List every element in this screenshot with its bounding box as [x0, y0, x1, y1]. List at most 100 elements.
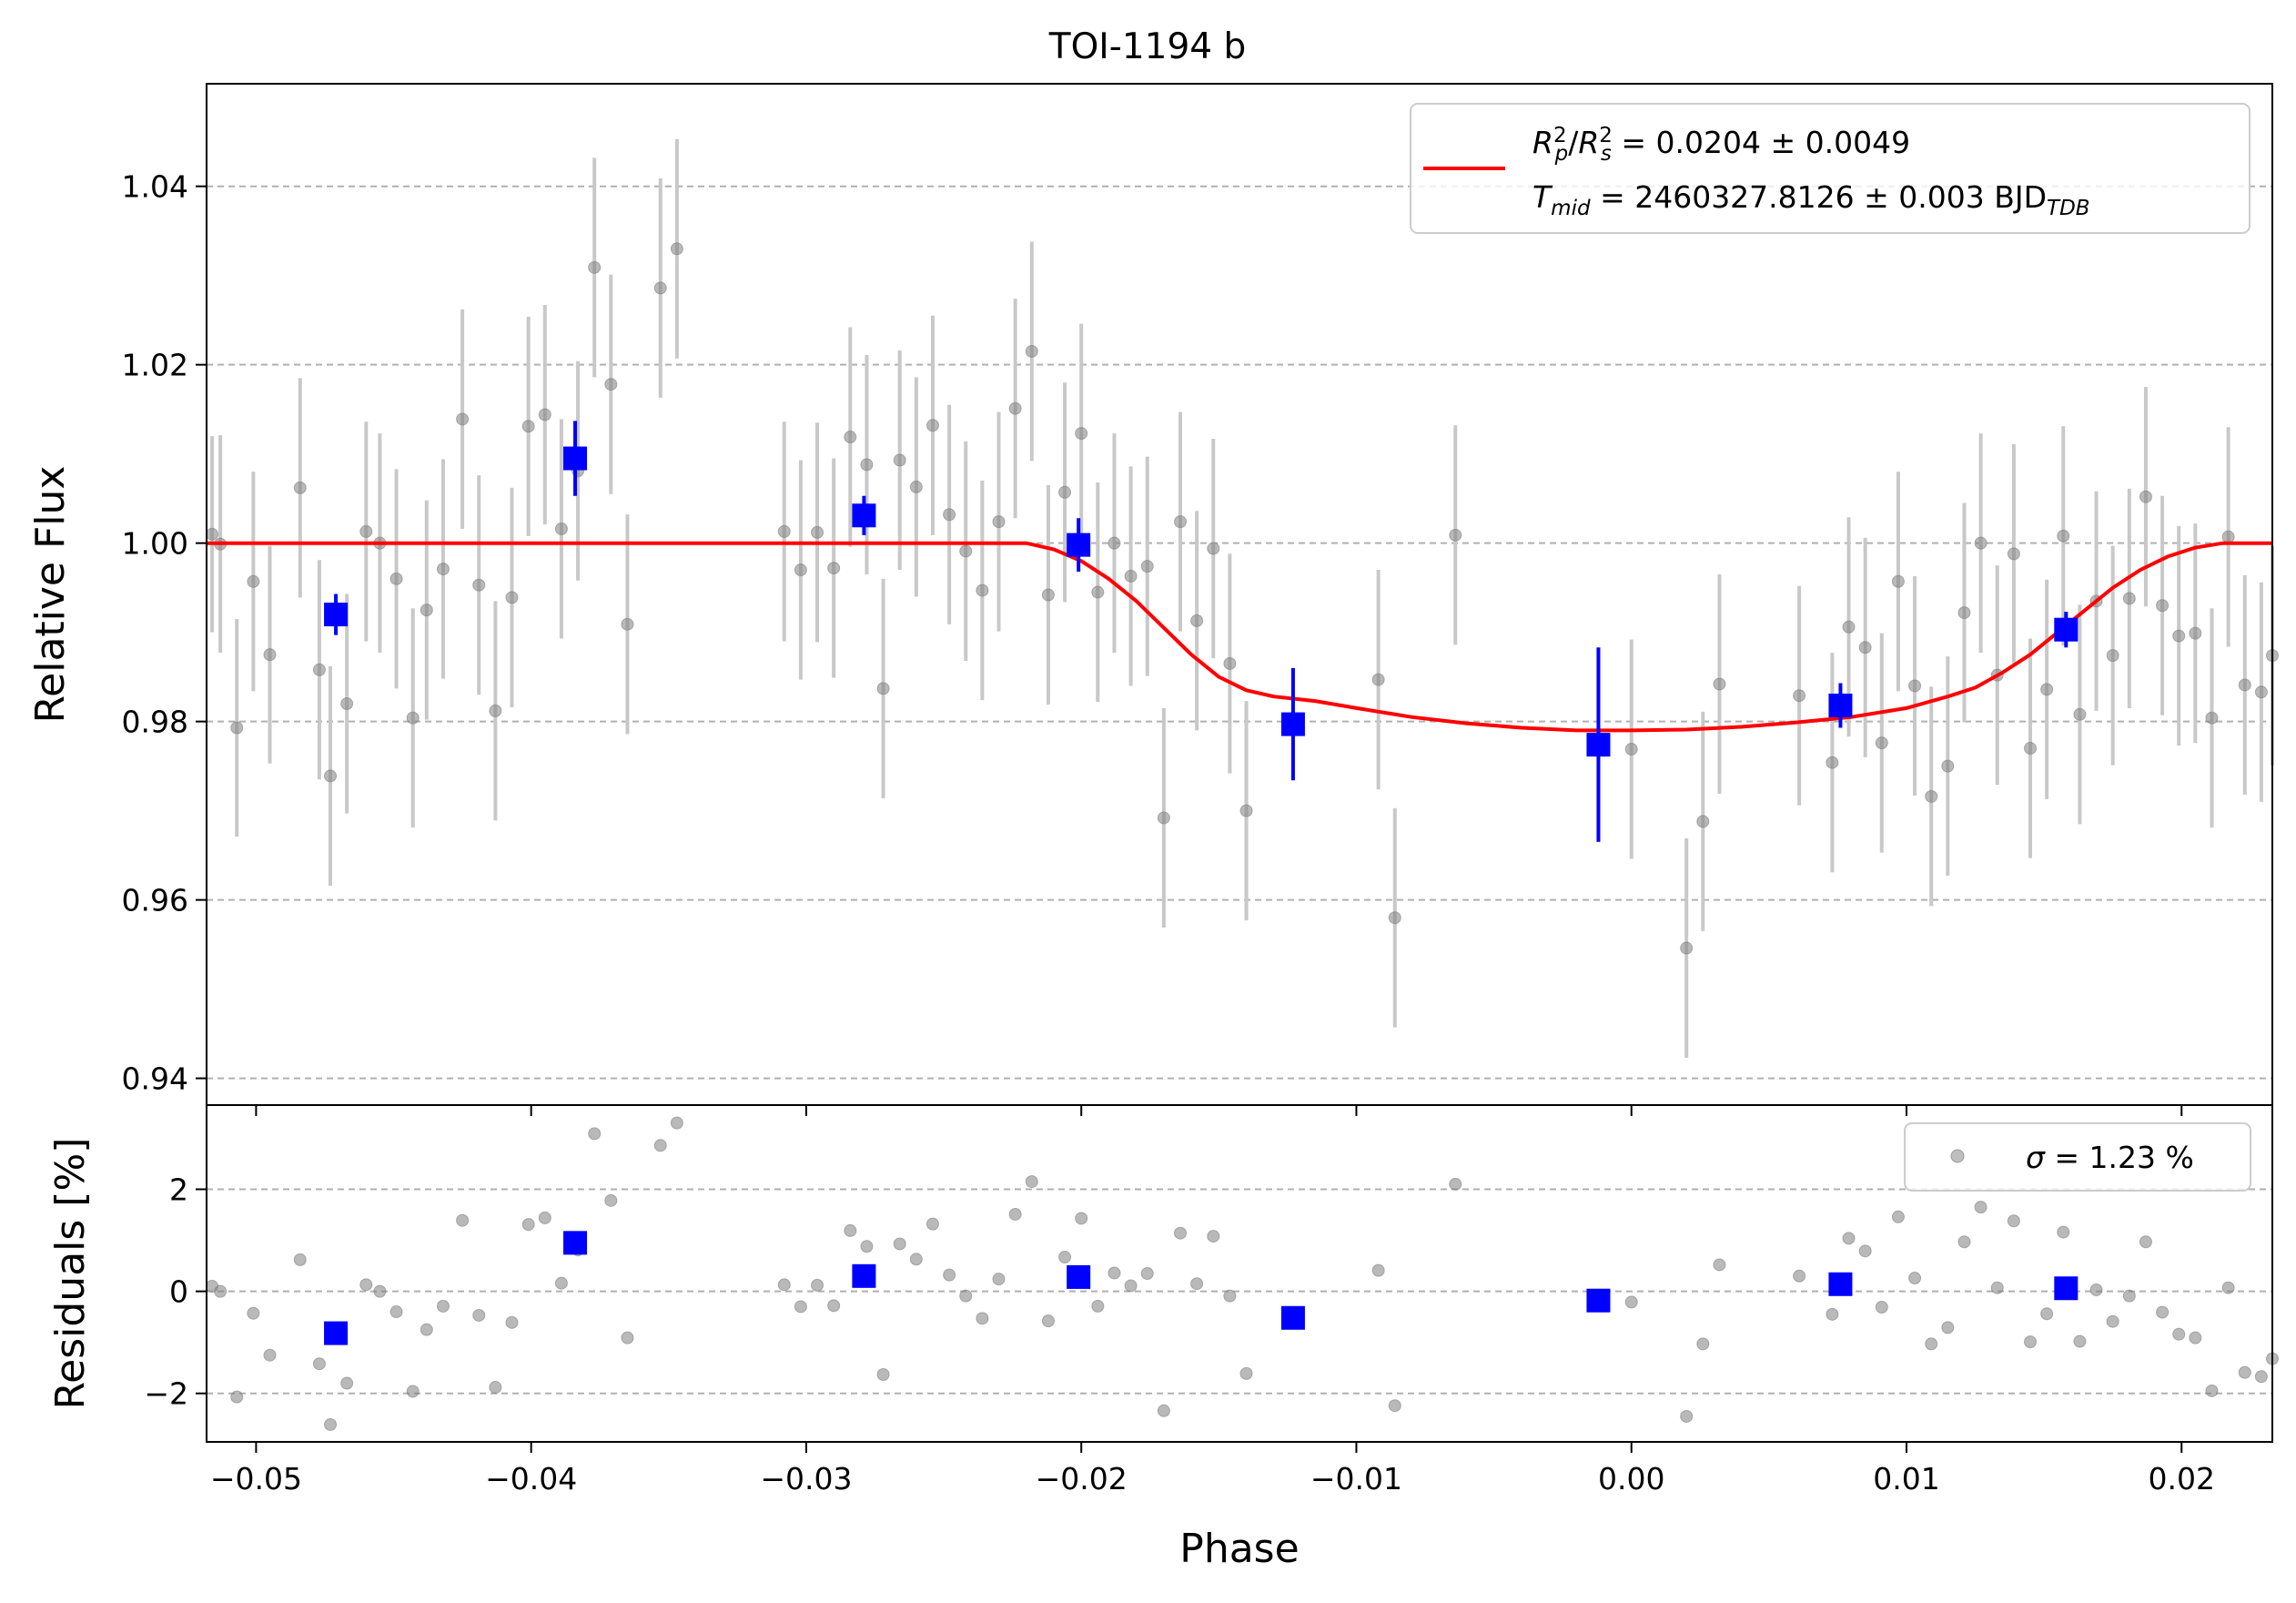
residual-ticks: −2 0 2 −0.05 −0.04 −0.03 −0.02 −0.01 0.00 0.01 0.0…: [144, 1172, 2215, 1497]
main-data-point: [206, 527, 219, 541]
residual-data-point: [1025, 1175, 1038, 1189]
residual-data-point: [2073, 1334, 2087, 1348]
main-data-point: [1908, 679, 1922, 693]
main-binned-point: [1586, 733, 1611, 757]
residual-binned-point: [324, 1321, 349, 1345]
main-y-tick-label: 1.04: [122, 169, 188, 205]
residual-data-point: [1008, 1207, 1022, 1221]
residual-data-point: [263, 1348, 277, 1362]
residual-data-point: [1091, 1299, 1105, 1313]
main-data-point: [456, 412, 470, 426]
residual-data-point: [2172, 1327, 2186, 1341]
residual-data-point: [324, 1417, 338, 1431]
residual-data-point: [1793, 1269, 1806, 1283]
main-data-point: [670, 242, 683, 256]
main-binned-point: [1067, 533, 1091, 557]
residual-data-point: [794, 1300, 807, 1314]
main-data-point: [2221, 530, 2235, 543]
main-data-point: [893, 453, 906, 467]
main-data-point: [406, 711, 420, 725]
main-data-point: [925, 419, 939, 432]
residual-data-point: [959, 1289, 973, 1303]
main-data-point: [1091, 585, 1105, 599]
main-data-point: [489, 704, 502, 717]
residual-y-tick-label: −2: [144, 1376, 188, 1412]
residual-data-point: [827, 1299, 841, 1313]
main-data-point: [2156, 599, 2170, 613]
x-tick-label: −0.04: [485, 1461, 577, 1496]
main-data-point: [521, 420, 535, 433]
main-data-point: [389, 572, 403, 585]
main-data-point: [777, 524, 791, 538]
residual-data-point: [992, 1273, 1006, 1286]
main-data-point: [1075, 427, 1088, 441]
residual-y-tick-label: 2: [169, 1172, 188, 1208]
residual-binned-point: [1067, 1264, 1091, 1289]
main-data-point: [860, 458, 874, 472]
main-data-point: [420, 604, 433, 617]
residual-data-point: [373, 1284, 387, 1298]
residual-data-point: [621, 1331, 634, 1344]
residual-data-point: [1826, 1307, 1839, 1321]
main-data-point: [909, 480, 923, 493]
main-data-point: [588, 260, 602, 274]
x-axis-label: Phase: [1179, 1526, 1299, 1572]
main-data-point: [293, 481, 307, 494]
residual-data-point: [604, 1193, 618, 1207]
main-data-point: [794, 563, 807, 577]
main-data-point: [1124, 569, 1138, 583]
main-data-point: [1957, 606, 1971, 620]
main-panel: 0.94 0.96 0.98 1.00 1.02 1.04 Relative Flux R…: [27, 83, 2279, 1116]
main-binned-point: [324, 603, 349, 627]
residual-data-point: [456, 1213, 470, 1227]
main-data-point: [1941, 759, 1955, 773]
residual-binned-point: [1586, 1288, 1611, 1313]
residual-data-point: [777, 1278, 791, 1292]
residual-data-point: [505, 1315, 519, 1329]
main-data-point: [1207, 542, 1220, 555]
main-data-point: [263, 648, 277, 662]
main-data-point: [1190, 614, 1204, 627]
main-data-point: [1842, 620, 1856, 634]
residual-data-point: [588, 1127, 602, 1141]
residual-data-point: [1190, 1277, 1204, 1291]
main-data-point: [2040, 683, 2054, 696]
residual-data-point: [1075, 1212, 1088, 1225]
main-data-point: [2024, 742, 2038, 756]
main-data-point: [844, 431, 857, 444]
residual-data-point: [1908, 1272, 1922, 1285]
main-data-point: [876, 682, 890, 695]
main-model-curve: [207, 541, 2272, 733]
residual-legend-marker: [1950, 1149, 1965, 1163]
main-data-point: [976, 583, 989, 597]
main-data-point: [1925, 789, 1938, 803]
residual-grid: [207, 1188, 2272, 1395]
main-y-tick-label: 0.98: [122, 705, 188, 740]
residual-data-point: [2089, 1283, 2103, 1296]
residual-data-point: [2254, 1370, 2268, 1384]
main-data-point: [2172, 629, 2186, 643]
main-data-point: [1858, 641, 1872, 654]
main-data-point: [359, 524, 373, 538]
main-data-point: [1371, 673, 1385, 686]
main-data-points: [206, 242, 2279, 955]
main-data-point: [2106, 649, 2119, 663]
residual-binned-point: [852, 1263, 876, 1288]
residual-data-point: [909, 1253, 923, 1266]
main-data-point: [1223, 656, 1237, 670]
residual-data-point: [976, 1312, 989, 1325]
residual-data-point: [359, 1278, 373, 1292]
residual-data-point: [653, 1139, 667, 1152]
residual-data-point: [925, 1217, 939, 1231]
residual-data-point: [1239, 1366, 1253, 1380]
main-data-point: [230, 721, 244, 735]
residual-data-point: [1696, 1337, 1710, 1351]
residual-data-point: [1157, 1404, 1170, 1417]
residual-data-point: [1875, 1301, 1888, 1314]
main-data-point: [247, 574, 260, 588]
main-data-point: [1108, 536, 1121, 550]
main-data-point: [604, 378, 618, 391]
main-data-point: [1826, 756, 1839, 769]
residual-data-point: [1207, 1230, 1220, 1243]
